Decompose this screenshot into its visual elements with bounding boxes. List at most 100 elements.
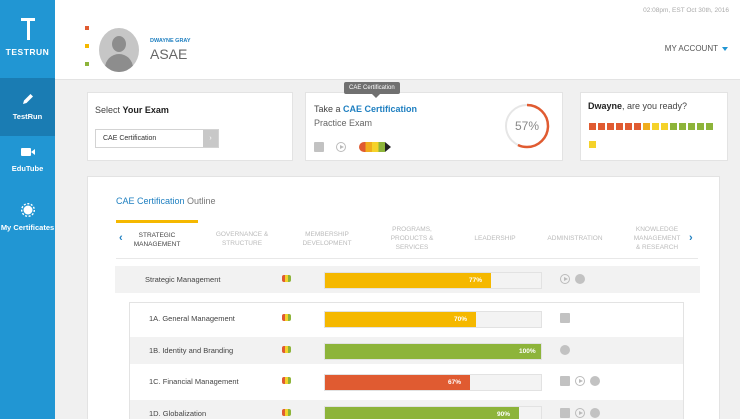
progress-percent-label: 77% (469, 277, 483, 284)
progress-percent: 57% (514, 119, 540, 133)
outline-tab-label: PROGRAMS, PRODUCTS & SERVICES (390, 226, 434, 251)
tooltip: CAE Certification (344, 82, 400, 98)
sidebar: TESTRUN TestRun EduTube My Certificates (0, 0, 55, 419)
progress-track: 100% (324, 343, 542, 360)
progress-fill: 77% (325, 273, 491, 288)
book-icon[interactable] (314, 141, 324, 152)
outline-tab[interactable]: MEMBERSHIP DEVELOPMENT (286, 220, 368, 259)
readiness-square (652, 123, 659, 130)
pencil-progress-icon (282, 346, 291, 353)
outline-subtopic-row[interactable]: 1C. Financial Management 67% (130, 368, 683, 395)
exam-select-value: CAE Certification (103, 135, 157, 142)
outline-tab-label: STRATEGIC MANAGEMENT (133, 232, 181, 248)
readiness-square (598, 123, 605, 130)
avatar-body (105, 54, 133, 72)
outline-tab[interactable]: KNOWLEDGE MANAGEMENT & RESEARCH (616, 220, 698, 259)
outline-tab[interactable]: LEADERSHIP (456, 220, 534, 259)
progress-percent-label: 70% (454, 316, 468, 323)
practice-exam-title: Take a CAE Certification (314, 104, 417, 114)
outline-title-link: CAE Certification (116, 196, 185, 206)
readiness-square (679, 123, 686, 130)
pencil-progress-icon (282, 377, 291, 384)
avatar-head (112, 36, 126, 52)
outline-tabs: STRATEGIC MANAGEMENT GOVERNANCE & STRUCTU… (116, 220, 698, 259)
outline-subtopic-row[interactable]: 1D. Globalization 90% (130, 400, 683, 419)
globe-icon[interactable] (590, 376, 600, 387)
my-account-menu[interactable]: MY ACCOUNT (665, 44, 728, 53)
progress-percent-label: 67% (448, 379, 462, 386)
readiness-square (706, 123, 713, 130)
progress-fill: 70% (325, 312, 476, 327)
readiness-square (589, 123, 596, 130)
sidebar-item-my-certificates[interactable]: My Certificates (0, 203, 55, 243)
pencil-icon (22, 94, 33, 104)
accent-dot (85, 62, 89, 66)
book-icon[interactable] (560, 408, 570, 419)
outline-tab[interactable]: PROGRAMS, PRODUCTS & SERVICES (371, 220, 453, 259)
sidebar-item-label: TestRun (12, 112, 43, 121)
select-exam-bold: Your Exam (122, 105, 169, 115)
practice-exam-prefix: Take a (314, 104, 344, 114)
tabs-prev-arrow-icon[interactable]: ‹ (119, 232, 123, 244)
practice-exam-link[interactable]: CAE Certification (343, 104, 418, 114)
sidebar-item-edutube[interactable]: EduTube (0, 146, 55, 186)
testrun-logo[interactable]: TESTRUN (0, 18, 55, 57)
subtopic-box (129, 302, 684, 419)
outline-tab-label: KNOWLEDGE MANAGEMENT & RESEARCH (633, 226, 681, 251)
top-header: 02:08pm, EST Oct 30th, 2016 DWAYNE GRAY … (55, 0, 740, 80)
readiness-squares (589, 119, 721, 155)
readiness-square (688, 123, 695, 130)
outline-topic-row[interactable]: Strategic Management 77% (115, 266, 700, 293)
ready-question: , are you ready? (622, 101, 688, 111)
readiness-square (670, 123, 677, 130)
readiness-square (697, 123, 704, 130)
pencil-progress-icon (358, 141, 391, 152)
progress-fill: 100% (325, 344, 541, 359)
progress-track: 67% (324, 374, 542, 391)
book-icon[interactable] (560, 313, 570, 324)
row-actions (560, 376, 605, 387)
outline-tab[interactable]: ADMINISTRATION (536, 220, 614, 259)
outline-tab-label: LEADERSHIP (474, 235, 516, 243)
progress-fill: 67% (325, 375, 470, 390)
select-exam-card: Select Your Exam CAE Certification › (87, 92, 293, 161)
badge-icon (20, 203, 35, 217)
book-icon[interactable] (560, 376, 570, 387)
readiness-square (634, 123, 641, 130)
progress-fill: 90% (325, 407, 519, 419)
sidebar-item-testrun[interactable]: TestRun (0, 78, 55, 136)
globe-icon[interactable] (560, 345, 570, 356)
globe-icon[interactable] (590, 408, 600, 419)
select-exam-title: Select Your Exam (95, 105, 169, 115)
avatar[interactable] (99, 28, 139, 72)
outline-subtopic-row[interactable]: 1A. General Management 70% (130, 305, 683, 332)
play-icon[interactable] (560, 274, 570, 285)
logo-text: TESTRUN (5, 47, 50, 57)
caret-down-icon (722, 46, 728, 51)
progress-percent-label: 90% (497, 411, 511, 418)
pencil-progress-icon (282, 314, 291, 321)
practice-exam-card: Take a CAE Certification Practice Exam 5… (305, 92, 563, 161)
globe-icon[interactable] (575, 274, 585, 285)
outline-title: CAE Certification Outline (116, 196, 216, 206)
accent-dot (85, 26, 89, 30)
play-icon[interactable] (336, 141, 347, 152)
outline-tab-label: MEMBERSHIP DEVELOPMENT (302, 230, 352, 247)
play-icon[interactable] (575, 408, 585, 419)
row-label: 1A. General Management (149, 314, 235, 323)
tabs-next-arrow-icon[interactable]: › (689, 232, 693, 244)
sidebar-item-label: EduTube (11, 164, 44, 173)
practice-exam-subtitle: Practice Exam (314, 118, 373, 128)
row-actions (560, 408, 605, 419)
play-icon[interactable] (575, 376, 585, 387)
outline-tab[interactable]: STRATEGIC MANAGEMENT (116, 220, 198, 259)
sidebar-item-label: My Certificates (0, 223, 55, 232)
outline-tab[interactable]: GOVERNANCE & STRUCTURE (201, 220, 283, 259)
outline-subtopic-row[interactable]: 1B. Identity and Branding 100% (130, 337, 683, 364)
practice-exam-icons (314, 138, 393, 156)
pencil-progress-icon (282, 409, 291, 416)
readiness-square (589, 141, 596, 148)
chevron-right-icon[interactable]: › (203, 130, 218, 147)
readiness-square (607, 123, 614, 130)
exam-select[interactable]: CAE Certification › (95, 129, 219, 148)
